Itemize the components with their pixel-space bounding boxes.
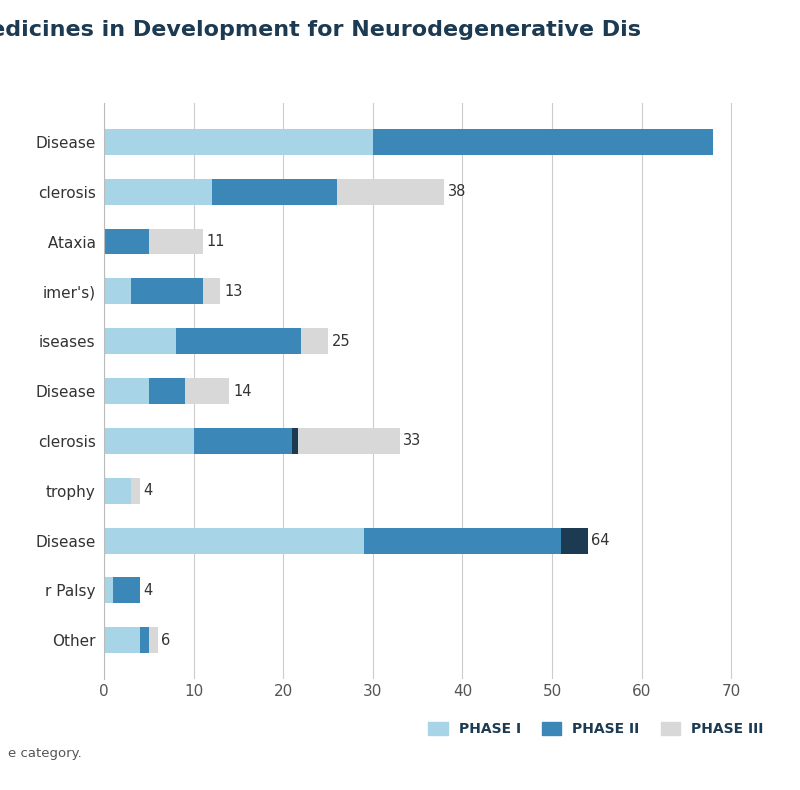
Bar bbox=[104, 179, 211, 205]
Text: 4: 4 bbox=[143, 583, 153, 598]
Bar bbox=[292, 428, 298, 453]
Bar bbox=[113, 577, 140, 604]
Bar bbox=[104, 627, 140, 653]
Text: 33: 33 bbox=[403, 434, 422, 449]
Bar bbox=[104, 228, 149, 254]
Bar bbox=[292, 428, 400, 453]
Text: 13: 13 bbox=[224, 284, 242, 299]
Bar bbox=[301, 329, 328, 354]
Bar bbox=[149, 627, 158, 653]
Bar bbox=[202, 278, 221, 304]
Bar bbox=[104, 129, 373, 155]
Text: 25: 25 bbox=[331, 333, 350, 348]
Bar bbox=[194, 428, 292, 453]
Bar bbox=[561, 528, 588, 554]
Bar bbox=[185, 378, 230, 404]
Text: 64: 64 bbox=[591, 533, 610, 548]
Bar bbox=[104, 428, 194, 453]
Bar bbox=[373, 129, 714, 155]
Bar bbox=[176, 329, 301, 354]
Bar bbox=[149, 378, 185, 404]
Text: 4: 4 bbox=[143, 483, 153, 498]
Bar bbox=[149, 228, 202, 254]
Bar bbox=[104, 577, 113, 604]
Bar bbox=[337, 179, 445, 205]
Text: 38: 38 bbox=[448, 184, 466, 199]
Text: 6: 6 bbox=[162, 633, 170, 648]
Bar bbox=[140, 627, 149, 653]
Text: 11: 11 bbox=[206, 234, 225, 249]
Bar bbox=[131, 478, 140, 504]
Legend: PHASE I, PHASE II, PHASE III: PHASE I, PHASE II, PHASE III bbox=[423, 717, 769, 742]
Text: 14: 14 bbox=[233, 384, 251, 398]
Bar bbox=[104, 528, 364, 554]
Text: Medicines in Development for Neurodegenerative Dis: Medicines in Development for Neurodegene… bbox=[0, 20, 641, 40]
Bar bbox=[211, 179, 337, 205]
Bar bbox=[364, 528, 561, 554]
Text: e category.: e category. bbox=[8, 747, 82, 759]
Bar bbox=[104, 329, 176, 354]
Bar bbox=[104, 278, 131, 304]
Bar bbox=[131, 278, 202, 304]
Bar bbox=[104, 478, 131, 504]
Bar bbox=[104, 378, 149, 404]
